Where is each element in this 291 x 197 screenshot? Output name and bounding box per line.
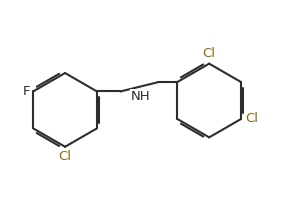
Text: Cl: Cl [245, 112, 258, 125]
Text: F: F [22, 85, 30, 98]
Text: Cl: Cl [203, 47, 216, 60]
Text: NH: NH [131, 90, 151, 103]
Text: Cl: Cl [58, 150, 72, 163]
